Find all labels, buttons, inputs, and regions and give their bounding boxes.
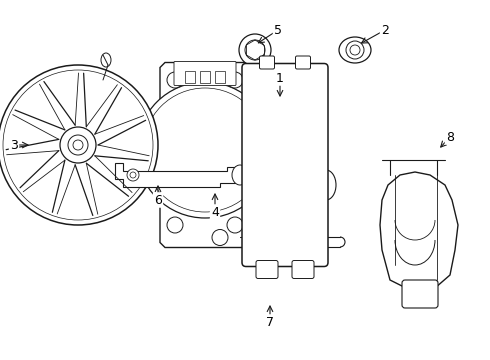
Text: 1: 1 — [276, 72, 284, 85]
Ellipse shape — [232, 165, 248, 185]
Circle shape — [227, 72, 243, 88]
FancyBboxPatch shape — [185, 71, 195, 82]
Text: 8: 8 — [446, 131, 454, 144]
Circle shape — [137, 82, 273, 218]
Circle shape — [68, 135, 88, 155]
Polygon shape — [380, 172, 458, 290]
FancyBboxPatch shape — [258, 79, 272, 91]
Circle shape — [346, 41, 364, 59]
Ellipse shape — [339, 37, 371, 63]
Polygon shape — [258, 90, 268, 225]
Circle shape — [227, 217, 243, 233]
Circle shape — [212, 230, 228, 246]
Circle shape — [130, 172, 136, 178]
FancyBboxPatch shape — [215, 71, 225, 82]
FancyBboxPatch shape — [295, 56, 311, 69]
Circle shape — [305, 90, 315, 100]
FancyBboxPatch shape — [200, 71, 210, 82]
Ellipse shape — [101, 53, 111, 67]
Polygon shape — [160, 63, 250, 248]
Polygon shape — [115, 163, 235, 187]
Circle shape — [60, 127, 96, 163]
Circle shape — [0, 65, 158, 225]
Text: 2: 2 — [381, 23, 389, 36]
Circle shape — [239, 34, 271, 66]
Polygon shape — [255, 222, 318, 250]
Circle shape — [245, 40, 265, 60]
Circle shape — [167, 217, 183, 233]
FancyBboxPatch shape — [402, 280, 438, 308]
FancyBboxPatch shape — [174, 62, 236, 86]
FancyBboxPatch shape — [242, 63, 328, 266]
FancyBboxPatch shape — [256, 261, 278, 279]
Polygon shape — [307, 90, 315, 225]
Ellipse shape — [232, 127, 256, 163]
Circle shape — [260, 90, 270, 100]
Text: 4: 4 — [211, 206, 219, 219]
Text: 3: 3 — [10, 139, 18, 152]
Ellipse shape — [316, 170, 336, 200]
Circle shape — [305, 212, 315, 222]
Text: 6: 6 — [154, 194, 162, 207]
Circle shape — [127, 169, 139, 181]
Circle shape — [167, 72, 183, 88]
Circle shape — [412, 286, 428, 302]
FancyBboxPatch shape — [292, 261, 314, 279]
Text: 5: 5 — [274, 23, 282, 36]
Circle shape — [260, 212, 270, 222]
Text: 7: 7 — [266, 315, 274, 328]
FancyBboxPatch shape — [303, 79, 317, 91]
FancyBboxPatch shape — [260, 56, 274, 69]
Circle shape — [73, 140, 83, 150]
Circle shape — [350, 45, 360, 55]
